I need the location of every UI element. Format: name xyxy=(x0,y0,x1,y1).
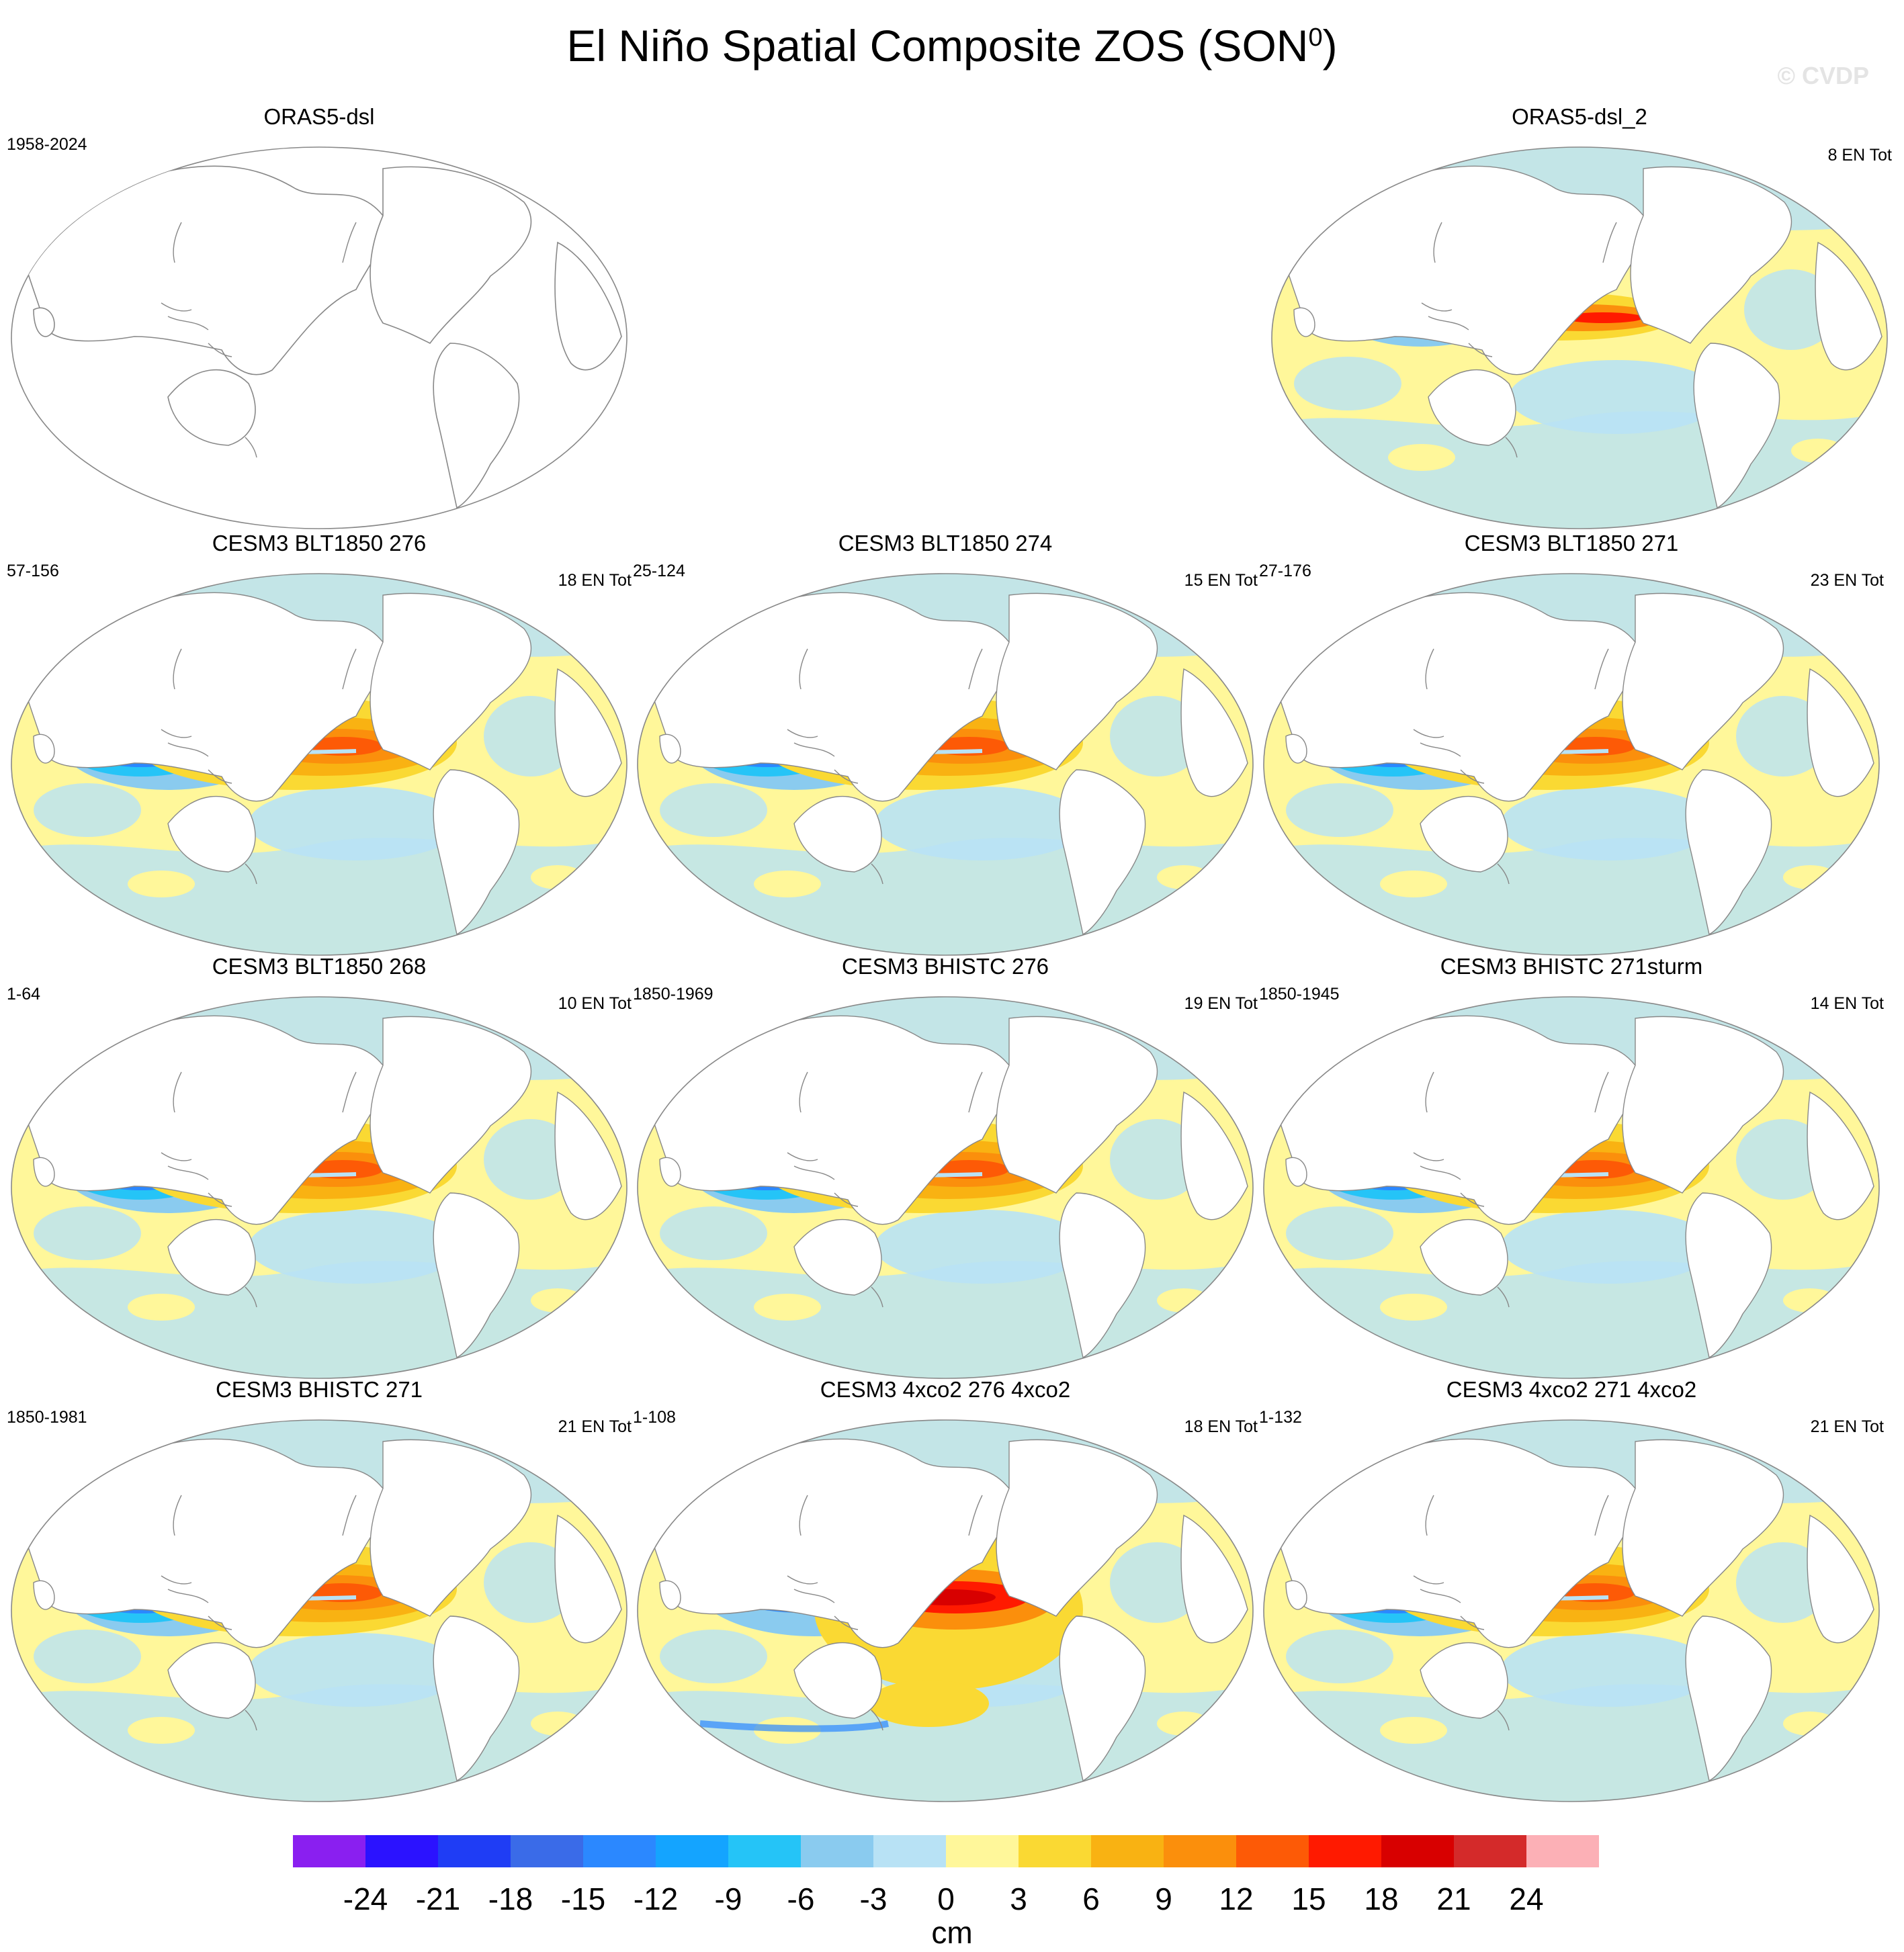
colorbar-swatch xyxy=(1454,1835,1527,1867)
colorbar-swatch xyxy=(873,1835,947,1867)
colorbar-swatch xyxy=(438,1835,511,1867)
colorbar-swatch xyxy=(1091,1835,1164,1867)
panel-title: ORAS5-dsl xyxy=(263,104,375,129)
panel-event-count: 18 EN Tot xyxy=(558,571,632,590)
colorbar-tick-label: -9 xyxy=(714,1881,742,1916)
panel-title: CESM3 BHISTC 271 xyxy=(215,1377,423,1402)
colorbar-tick-label: -3 xyxy=(859,1881,888,1916)
colorbar-swatch xyxy=(1019,1835,1092,1867)
cvdp-watermark: © CVDP xyxy=(1777,62,1869,89)
panel-period-label: 1-108 xyxy=(633,1408,676,1427)
panel-oras5-dsl: ORAS5-dsl 1958-2024 xyxy=(7,104,632,534)
panel-period-label: 1-132 xyxy=(1259,1408,1302,1427)
colorbar-unit-label: cm xyxy=(931,1915,973,1950)
panel-event-count: 21 EN Tot xyxy=(1810,1417,1884,1436)
panel-oras5-dsl-2: ORAS5-dsl_2 8 EN Tot xyxy=(1267,104,1892,534)
colorbar-swatch xyxy=(293,1835,366,1867)
colorbar-tick-label: -12 xyxy=(633,1881,679,1916)
map-plot xyxy=(633,568,1258,961)
colorbar-tick-label: 12 xyxy=(1219,1881,1254,1916)
panel-period-label: 1850-1981 xyxy=(7,1408,87,1427)
map-plot xyxy=(1259,991,1884,1384)
panel-event-count: 19 EN Tot xyxy=(1184,994,1258,1013)
colorbar-tick-label: 15 xyxy=(1291,1881,1326,1916)
colorbar-swatch xyxy=(1381,1835,1455,1867)
colorbar-tick-label: -18 xyxy=(488,1881,533,1916)
panel-title: CESM3 BLT1850 274 xyxy=(838,531,1053,556)
panel-period-label: 57-156 xyxy=(7,562,59,580)
colorbar-tick-label: -21 xyxy=(415,1881,461,1916)
colorbar xyxy=(293,1835,1599,1867)
panel-blt1850-276: CESM3 BLT1850 276 57-156 18 EN Tot xyxy=(7,531,632,961)
panel-period-label: 1-64 xyxy=(7,985,41,1004)
colorbar-tick-label: -24 xyxy=(343,1881,388,1916)
panel-period-label: 27-176 xyxy=(1259,562,1311,580)
panel-event-count: 8 EN Tot xyxy=(1827,146,1892,165)
map-plot xyxy=(1259,1415,1884,1807)
colorbar-swatch xyxy=(365,1835,439,1867)
panel-title: CESM3 4xco2 276 4xco2 xyxy=(820,1377,1071,1402)
colorbar-tick-label: 24 xyxy=(1509,1881,1544,1916)
panel-event-count: 21 EN Tot xyxy=(558,1417,632,1436)
figure-title: El Niño Spatial Composite ZOS (SON0) xyxy=(566,21,1338,71)
map-plot xyxy=(633,1415,1258,1807)
colorbar-swatch xyxy=(1236,1835,1309,1867)
panel-bhistc-271: CESM3 BHISTC 271 1850-1981 21 EN Tot xyxy=(7,1377,632,1807)
panel-title: CESM3 BHISTC 271sturm xyxy=(1440,954,1703,979)
panel-event-count: 18 EN Tot xyxy=(1184,1417,1258,1436)
colorbar-tick-label: 18 xyxy=(1364,1881,1399,1916)
panel-4xco2-276: CESM3 4xco2 276 4xco2 1-108 18 EN Tot xyxy=(633,1377,1258,1807)
colorbar-tick-label: 6 xyxy=(1082,1881,1100,1916)
panel-4xco2-271: CESM3 4xco2 271 4xco2 1-132 21 EN Tot xyxy=(1259,1377,1884,1807)
panel-period-label: 25-124 xyxy=(633,562,685,580)
map-plot xyxy=(1267,142,1892,534)
panel-event-count: 14 EN Tot xyxy=(1810,994,1884,1013)
panel-blt1850-268: CESM3 BLT1850 268 1-64 10 EN Tot xyxy=(7,954,632,1384)
colorbar-swatch xyxy=(801,1835,874,1867)
panel-event-count: 23 EN Tot xyxy=(1810,571,1884,590)
map-plot xyxy=(1259,568,1884,961)
colorbar-swatch xyxy=(728,1835,802,1867)
colorbar-tick-labels: -24 -21 -18 -15 -12 -9 -6 -3 0 3 6 9 12 15 18 21 24 xyxy=(0,1881,1904,1921)
colorbar-swatch xyxy=(656,1835,729,1867)
panel-title: CESM3 4xco2 271 4xco2 xyxy=(1446,1377,1697,1402)
colorbar-swatch xyxy=(583,1835,656,1867)
panel-title: CESM3 BHISTC 276 xyxy=(841,954,1049,979)
panel-event-count: 15 EN Tot xyxy=(1184,571,1258,590)
panel-title: CESM3 BLT1850 271 xyxy=(1464,531,1679,556)
panel-period-label: 1850-1969 xyxy=(633,985,713,1004)
panel-title: CESM3 BLT1850 268 xyxy=(212,954,427,979)
map-plot xyxy=(7,568,632,961)
map-plot xyxy=(7,991,632,1384)
colorbar-tick-label: -6 xyxy=(787,1881,815,1916)
colorbar-tick-label: 0 xyxy=(937,1881,955,1916)
colorbar-tick-label: 21 xyxy=(1436,1881,1471,1916)
panel-blt1850-274: CESM3 BLT1850 274 25-124 15 EN Tot xyxy=(633,531,1258,961)
colorbar-swatch xyxy=(1526,1835,1599,1867)
colorbar-swatch xyxy=(946,1835,1019,1867)
map-plot xyxy=(7,1415,632,1807)
panel-period-label: 1958-2024 xyxy=(7,135,87,154)
colorbar-swatch xyxy=(1164,1835,1237,1867)
colorbar-tick-label: -15 xyxy=(560,1881,606,1916)
colorbar-tick-label: 9 xyxy=(1155,1881,1172,1916)
map-plot xyxy=(633,991,1258,1384)
panel-bhistc-271sturm: CESM3 BHISTC 271sturm 1850-1945 14 EN To… xyxy=(1259,954,1884,1384)
panel-blt1850-271: CESM3 BLT1850 271 27-176 23 EN Tot xyxy=(1259,531,1884,961)
panel-period-label: 1850-1945 xyxy=(1259,985,1340,1004)
colorbar-swatch xyxy=(1309,1835,1382,1867)
colorbar-tick-label: 3 xyxy=(1010,1881,1027,1916)
panel-bhistc-276: CESM3 BHISTC 276 1850-1969 19 EN Tot xyxy=(633,954,1258,1384)
panel-title: ORAS5-dsl_2 xyxy=(1512,104,1647,129)
map-plot xyxy=(7,142,632,534)
panel-event-count: 10 EN Tot xyxy=(558,994,632,1013)
colorbar-swatch xyxy=(511,1835,584,1867)
panel-title: CESM3 BLT1850 276 xyxy=(212,531,427,556)
